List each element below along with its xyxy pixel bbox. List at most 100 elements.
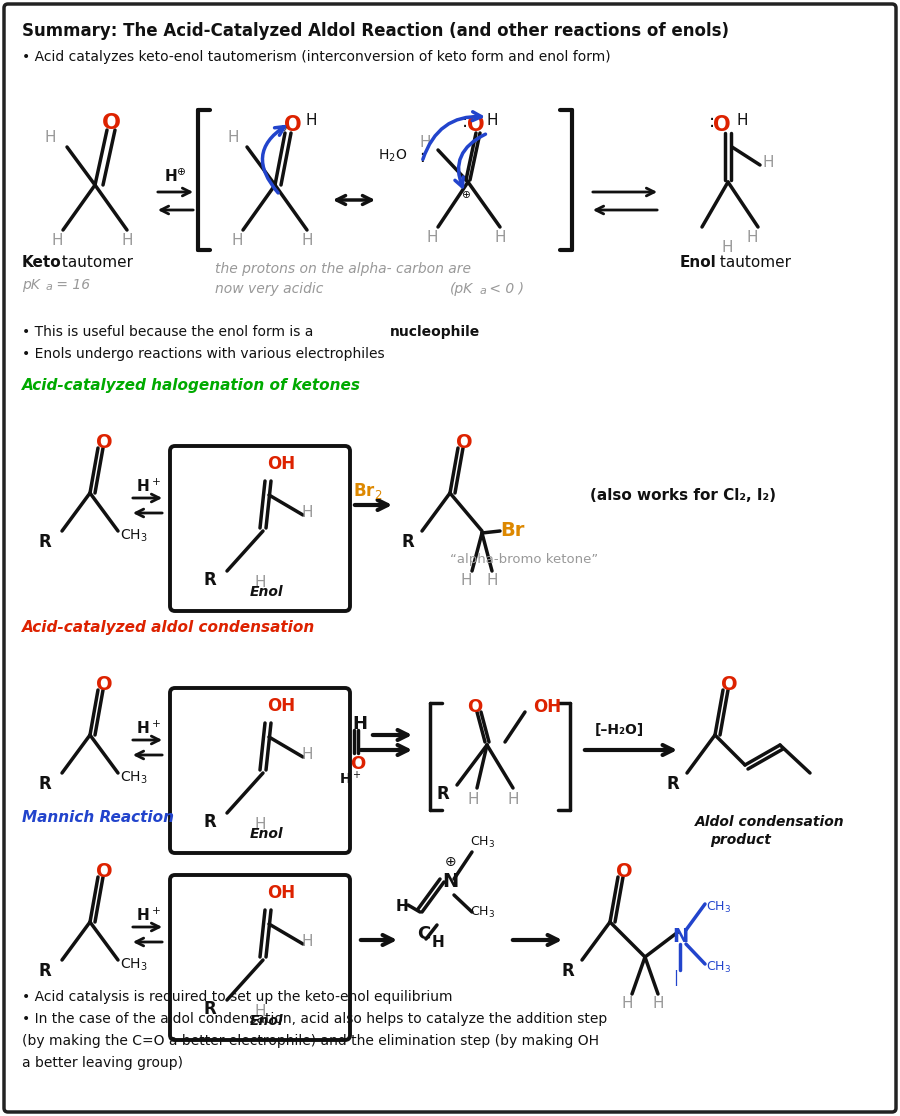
- Text: OH: OH: [267, 455, 295, 473]
- Text: the protons on the alpha- carbon are: the protons on the alpha- carbon are: [215, 262, 471, 276]
- Text: OH: OH: [533, 698, 561, 716]
- Text: Br: Br: [500, 521, 525, 540]
- Text: H: H: [762, 155, 773, 170]
- Text: H: H: [302, 747, 313, 762]
- Text: H: H: [227, 129, 239, 145]
- Text: R: R: [39, 533, 51, 551]
- Text: Acid-catalyzed aldol condensation: Acid-catalyzed aldol condensation: [22, 620, 315, 635]
- Text: O: O: [95, 433, 112, 452]
- Text: R: R: [203, 1000, 216, 1018]
- Text: H$^{\oplus}$: H$^{\oplus}$: [164, 169, 186, 185]
- Text: • Acid catalysis is required to set up the keto-enol equilibrium: • Acid catalysis is required to set up t…: [22, 990, 453, 1004]
- Text: R: R: [203, 812, 216, 831]
- Text: H: H: [736, 113, 748, 128]
- Text: CH$_3$: CH$_3$: [120, 770, 148, 787]
- Text: H: H: [486, 573, 498, 588]
- Text: O: O: [467, 115, 485, 135]
- Text: • Acid catalyzes keto-enol tautomerism (interconversion of keto form and enol fo: • Acid catalyzes keto-enol tautomerism (…: [22, 50, 610, 64]
- Text: H: H: [305, 113, 317, 128]
- Text: H: H: [721, 240, 733, 254]
- Text: $^\oplus$: $^\oplus$: [459, 190, 471, 205]
- Text: OH: OH: [267, 698, 295, 715]
- Text: H: H: [419, 135, 431, 150]
- Text: |: |: [673, 970, 679, 987]
- Text: R: R: [39, 962, 51, 980]
- Text: N: N: [672, 927, 688, 946]
- Text: R: R: [39, 775, 51, 793]
- Text: H: H: [467, 792, 479, 807]
- Text: O: O: [467, 698, 482, 716]
- Text: H: H: [254, 1004, 266, 1019]
- Text: Enol: Enol: [250, 827, 284, 841]
- Text: H: H: [486, 113, 498, 128]
- Text: CH$_3$: CH$_3$: [120, 528, 148, 545]
- Text: O: O: [455, 433, 472, 452]
- Text: O: O: [95, 862, 112, 881]
- Text: “alpha-bromo ketone”: “alpha-bromo ketone”: [450, 554, 598, 566]
- Text: :: :: [462, 113, 468, 131]
- Text: < 0 ): < 0 ): [485, 282, 524, 296]
- Text: R: R: [203, 571, 216, 589]
- Text: Enol: Enol: [250, 1014, 284, 1028]
- Text: H: H: [254, 817, 266, 833]
- Text: nucleophile: nucleophile: [390, 325, 481, 339]
- Text: = 16: = 16: [52, 278, 90, 292]
- Text: O: O: [721, 675, 737, 694]
- FancyBboxPatch shape: [170, 687, 350, 853]
- Text: O: O: [284, 115, 302, 135]
- Text: a: a: [480, 286, 487, 296]
- FancyBboxPatch shape: [170, 875, 350, 1040]
- Text: H: H: [302, 934, 313, 949]
- Text: H: H: [122, 233, 133, 248]
- Text: Summary: The Acid-Catalyzed Aldol Reaction (and other reactions of enols): Summary: The Acid-Catalyzed Aldol Reacti…: [22, 22, 729, 40]
- Text: H: H: [621, 995, 633, 1011]
- Text: CH$_3$: CH$_3$: [120, 958, 148, 973]
- Text: tautomer: tautomer: [57, 254, 133, 270]
- Text: H$^+$: H$^+$: [338, 770, 361, 787]
- Text: CH$_3$: CH$_3$: [470, 905, 495, 920]
- Text: Acid-catalyzed halogenation of ketones: Acid-catalyzed halogenation of ketones: [22, 378, 361, 393]
- Text: O: O: [95, 675, 112, 694]
- Text: H: H: [51, 233, 63, 248]
- Text: R: R: [401, 533, 414, 551]
- Text: • In the case of the aldol condensation, acid also helps to catalyze the additio: • In the case of the aldol condensation,…: [22, 1012, 608, 1026]
- Text: R: R: [436, 785, 449, 804]
- Text: Enol: Enol: [250, 585, 284, 599]
- Text: H$^+$: H$^+$: [136, 907, 160, 924]
- Text: CH$_3$: CH$_3$: [706, 960, 731, 975]
- Text: $\oplus$: $\oplus$: [444, 855, 456, 869]
- Text: [–H₂O]: [–H₂O]: [595, 723, 644, 737]
- Text: H: H: [396, 899, 409, 914]
- Text: tautomer: tautomer: [715, 254, 791, 270]
- Text: product: product: [710, 833, 771, 847]
- Text: H: H: [652, 995, 664, 1011]
- Text: pK: pK: [22, 278, 40, 292]
- Text: CH$_3$: CH$_3$: [706, 899, 731, 915]
- Text: O: O: [350, 756, 365, 773]
- Text: N: N: [442, 872, 458, 891]
- Text: H: H: [432, 935, 445, 950]
- Text: Keto: Keto: [22, 254, 61, 270]
- Text: H: H: [494, 230, 506, 246]
- Text: H: H: [427, 230, 437, 246]
- Text: $^\oplus$: $^\oplus$: [278, 125, 288, 138]
- Text: H: H: [460, 573, 472, 588]
- Text: O: O: [102, 113, 121, 133]
- Text: a: a: [46, 282, 53, 292]
- Text: Br$_2$: Br$_2$: [354, 481, 382, 501]
- Text: a better leaving group): a better leaving group): [22, 1056, 183, 1070]
- FancyBboxPatch shape: [170, 446, 350, 610]
- Text: Aldol condensation: Aldol condensation: [695, 815, 844, 829]
- Text: OH: OH: [267, 884, 295, 902]
- FancyBboxPatch shape: [4, 4, 896, 1112]
- Text: H: H: [746, 230, 758, 246]
- Text: H: H: [231, 233, 243, 248]
- Text: CH$_3$: CH$_3$: [470, 835, 495, 850]
- Text: H$^+$: H$^+$: [136, 478, 160, 496]
- Text: H$_2$O: H$_2$O: [378, 148, 408, 164]
- Text: (also works for Cl₂, I₂): (also works for Cl₂, I₂): [590, 488, 776, 503]
- Text: H: H: [302, 506, 313, 520]
- Text: now very acidic: now very acidic: [215, 282, 323, 296]
- Text: H$^+$: H$^+$: [136, 720, 160, 738]
- Text: • This is useful because the enol form is a: • This is useful because the enol form i…: [22, 325, 318, 339]
